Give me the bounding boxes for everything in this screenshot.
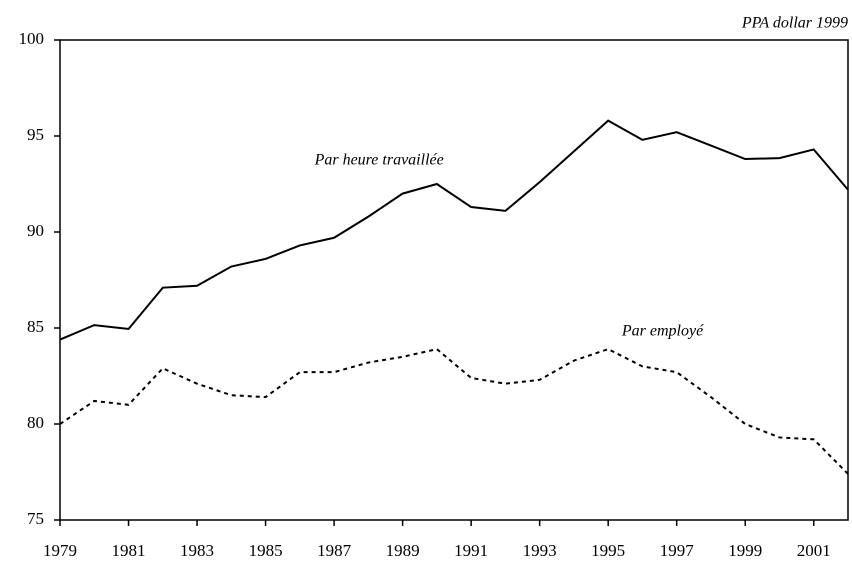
- x-tick-label: 1987: [317, 541, 352, 560]
- x-tick-label: 2001: [797, 541, 831, 560]
- x-tick-label: 1983: [180, 541, 214, 560]
- x-tick-label: 1979: [43, 541, 77, 560]
- series-line: [59, 348, 849, 475]
- series-label: Par employé: [621, 323, 704, 340]
- x-tick-label: 1985: [249, 541, 283, 560]
- x-tick-label: 1991: [454, 541, 488, 560]
- y-tick-label: 90: [27, 221, 44, 240]
- x-tick-label: 1989: [386, 541, 420, 560]
- y-tick-label: 80: [27, 413, 44, 432]
- unit-note: PPA dollar 1999: [741, 15, 848, 32]
- series-label: Par heure travaillée: [314, 152, 444, 169]
- x-tick-label: 1995: [591, 541, 625, 560]
- x-tick-label: 1999: [728, 541, 762, 560]
- y-tick-label: 75: [27, 509, 44, 528]
- plot-frame: [59, 39, 849, 521]
- x-tick-label: 1997: [660, 541, 695, 560]
- y-tick-label: 85: [27, 317, 44, 336]
- x-tick-label: 1993: [523, 541, 557, 560]
- x-tick-label: 1981: [112, 541, 146, 560]
- series-line: [59, 119, 849, 341]
- y-tick-label: 100: [19, 29, 45, 48]
- y-tick-label: 95: [27, 125, 44, 144]
